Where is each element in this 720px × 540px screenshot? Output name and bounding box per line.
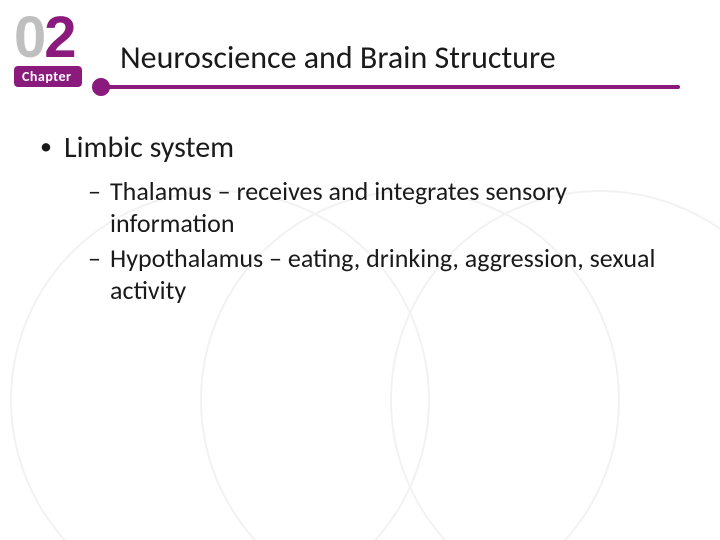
bullet-level-2: – Thalamus – receives and integrates sen… (88, 176, 670, 239)
chapter-badge: 02 Chapter (14, 12, 104, 87)
bullet-level-1-text: Limbic system (64, 129, 234, 166)
bullet-level-2-text: Hypothalamus – eating, drinking, aggress… (110, 243, 670, 306)
chapter-number-leading-zero: 0 (14, 5, 44, 70)
slide-header: 02 Chapter Neuroscience and Brain Struct… (0, 0, 720, 89)
chapter-number-digit: 2 (44, 5, 74, 70)
bullet-dash-icon: – (88, 243, 110, 275)
page-title: Neuroscience and Brain Structure (120, 38, 680, 77)
chapter-number: 02 (14, 12, 104, 64)
bullet-level-2: – Hypothalamus – eating, drinking, aggre… (88, 243, 670, 306)
bullet-level-1: • Limbic system (40, 129, 670, 166)
bullet-dot-icon: • (40, 129, 64, 165)
chapter-label: Chapter (14, 66, 82, 87)
bullet-dash-icon: – (88, 176, 110, 208)
slide-body: • Limbic system – Thalamus – receives an… (0, 89, 720, 307)
bullet-level-2-text: Thalamus – receives and integrates senso… (110, 176, 670, 239)
